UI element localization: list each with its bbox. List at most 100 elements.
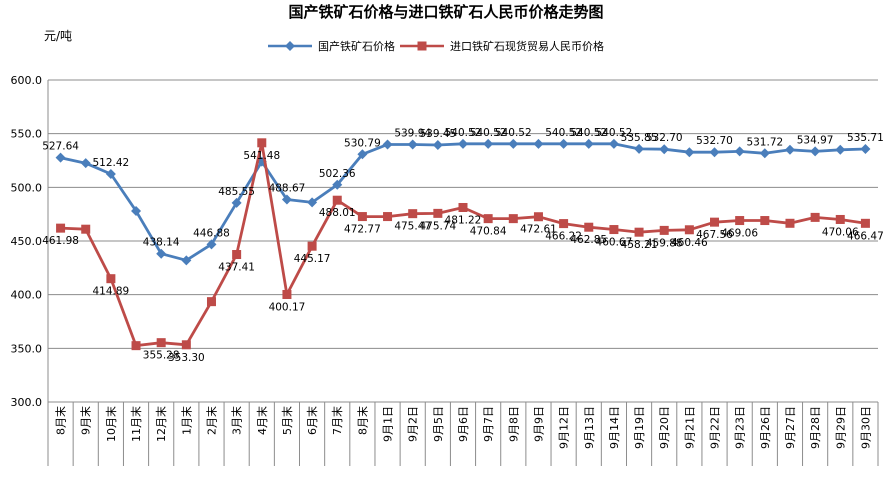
x-tick-label: 9月末 — [79, 406, 93, 435]
legend-label-domestic: 国产铁矿石价格 — [318, 39, 395, 53]
data-label: 530.79 — [344, 137, 381, 149]
data-point — [584, 222, 594, 232]
data-point — [357, 149, 368, 160]
data-label: 534.97 — [797, 134, 834, 146]
data-label: 445.17 — [294, 253, 331, 265]
data-point — [106, 274, 116, 284]
data-point — [609, 225, 619, 235]
x-tick-label: 9月23日 — [734, 406, 747, 449]
data-point — [181, 340, 191, 350]
data-label: 532.70 — [646, 132, 683, 144]
data-point — [407, 139, 418, 150]
x-tick-label: 9月27日 — [784, 406, 797, 449]
data-point — [558, 138, 569, 149]
x-tick-label: 2月末 — [204, 406, 218, 435]
data-labels: 527.64 512.42 438.14 446.88 485.55 488.67 502.… — [42, 127, 884, 364]
data-label: 485.55 — [218, 186, 255, 198]
data-point — [634, 227, 644, 237]
data-point — [508, 214, 518, 224]
data-label: 488.01 — [319, 207, 356, 219]
data-point — [105, 169, 116, 180]
legend: 国产铁矿石价格 进口铁矿石现货贸易人民币价格 — [268, 39, 604, 53]
data-point — [80, 158, 91, 169]
data-point — [508, 138, 519, 149]
data-point — [332, 179, 343, 190]
data-point — [583, 138, 594, 149]
y-tick-label: 400.0 — [11, 289, 43, 302]
data-point — [810, 212, 820, 222]
data-point — [684, 225, 694, 235]
data-point — [257, 138, 267, 148]
x-tick-label: 9月2日 — [407, 406, 420, 442]
data-point — [131, 205, 142, 216]
data-point — [206, 239, 217, 250]
data-point — [810, 146, 821, 157]
data-label: 467.56 — [696, 229, 733, 241]
x-tick-label: 9月7日 — [482, 406, 495, 442]
x-tick-label: 9月30日 — [859, 406, 872, 449]
data-label: 437.41 — [218, 262, 255, 274]
series-line-0 — [60, 142, 866, 262]
data-label: 475.47 — [394, 221, 431, 233]
data-label: 488.67 — [269, 182, 306, 194]
x-tick-label: 5月末 — [280, 406, 294, 435]
y-tick-label: 350.0 — [11, 342, 43, 355]
x-tick-label: 9月26日 — [759, 406, 772, 449]
data-point — [483, 138, 494, 149]
data-label: 466.22 — [545, 231, 582, 243]
y-unit-label: 元/吨 — [44, 29, 72, 43]
x-tick-label: 9月9日 — [532, 406, 545, 442]
data-label: 502.36 — [319, 168, 356, 180]
data-label: 470.84 — [470, 226, 507, 238]
legend-label-import: 进口铁矿石现货贸易人民币价格 — [450, 39, 604, 53]
x-tick-label: 9月29日 — [834, 406, 847, 449]
data-label: 460.46 — [671, 237, 708, 249]
y-tick-label: 450.0 — [11, 235, 43, 248]
data-point — [860, 144, 871, 155]
data-point — [759, 148, 770, 159]
y-tick-label: 500.0 — [11, 181, 43, 194]
chart-title: 国产铁矿石价格与进口铁矿石人民币价格走势图 — [288, 3, 603, 21]
x-tick-label: 10月末 — [104, 406, 118, 442]
data-point — [559, 219, 569, 229]
data-label: 458.21 — [621, 239, 658, 251]
data-label: 461.98 — [42, 235, 79, 247]
data-label: 531.72 — [746, 136, 783, 148]
data-label: 355.28 — [143, 350, 180, 362]
x-tick-label: 11月末 — [129, 406, 143, 442]
x-tick-label: 9月28日 — [809, 406, 822, 449]
data-label: 541.48 — [243, 150, 280, 162]
x-tick-label: 9月22日 — [709, 406, 722, 449]
data-label: 472.61 — [520, 224, 557, 236]
x-tick-label: 9月8日 — [507, 406, 520, 442]
data-point — [55, 152, 66, 163]
data-label: 462.85 — [570, 234, 607, 246]
x-tick-label: 4月末 — [255, 406, 269, 435]
data-point — [684, 147, 695, 158]
x-tick-label: 7月末 — [330, 406, 344, 435]
x-tick-label: 9月21日 — [683, 406, 696, 449]
data-point — [710, 217, 720, 227]
data-point — [458, 138, 468, 149]
legend-marker-domestic — [285, 41, 295, 51]
data-label: 527.64 — [42, 141, 79, 153]
x-tick-label: 9月12日 — [558, 406, 571, 449]
data-point — [231, 197, 242, 208]
data-label: 535.71 — [847, 132, 884, 144]
data-point — [608, 138, 619, 149]
data-point — [835, 214, 845, 224]
axes: 300.0 350.0 400.0 450.0 500.0 550.0 600.0 8月末 9月… — [11, 74, 879, 466]
data-label: 446.88 — [193, 227, 230, 239]
data-label: 466.47 — [847, 230, 884, 242]
series — [55, 138, 871, 351]
data-point — [181, 255, 192, 266]
data-point — [860, 218, 870, 228]
x-tick-label: 12月末 — [154, 406, 168, 442]
legend-marker-import — [417, 41, 427, 51]
data-point — [383, 212, 393, 222]
data-point — [785, 218, 795, 228]
data-point — [533, 212, 543, 222]
x-tick-label: 8月末 — [355, 406, 369, 435]
data-point — [432, 139, 443, 150]
